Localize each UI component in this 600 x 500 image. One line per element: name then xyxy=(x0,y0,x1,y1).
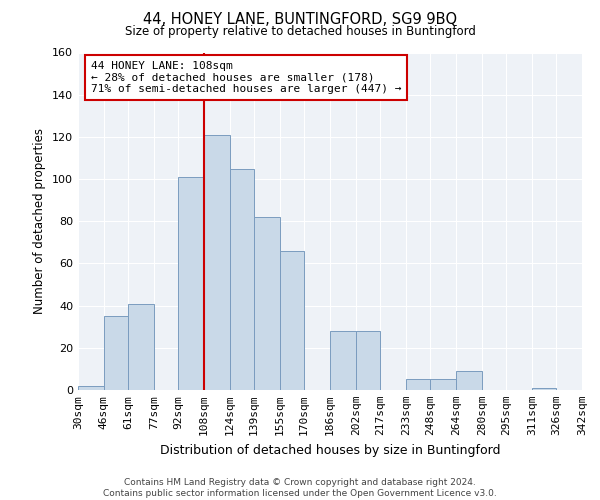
Bar xyxy=(128,304,154,390)
Bar xyxy=(178,177,204,390)
Text: 44, HONEY LANE, BUNTINGFORD, SG9 9BQ: 44, HONEY LANE, BUNTINGFORD, SG9 9BQ xyxy=(143,12,457,28)
Text: 44 HONEY LANE: 108sqm
← 28% of detached houses are smaller (178)
71% of semi-det: 44 HONEY LANE: 108sqm ← 28% of detached … xyxy=(91,61,401,94)
Bar xyxy=(254,217,280,390)
Text: Contains HM Land Registry data © Crown copyright and database right 2024.
Contai: Contains HM Land Registry data © Crown c… xyxy=(103,478,497,498)
Text: Size of property relative to detached houses in Buntingford: Size of property relative to detached ho… xyxy=(125,25,475,38)
Bar xyxy=(406,380,430,390)
Bar xyxy=(230,168,254,390)
Bar xyxy=(280,251,304,390)
Bar xyxy=(582,388,600,390)
Bar xyxy=(78,386,104,390)
Bar xyxy=(330,331,356,390)
Bar xyxy=(356,331,380,390)
Bar xyxy=(456,371,482,390)
X-axis label: Distribution of detached houses by size in Buntingford: Distribution of detached houses by size … xyxy=(160,444,500,456)
Bar xyxy=(532,388,556,390)
Bar xyxy=(104,316,128,390)
Bar xyxy=(430,380,456,390)
Bar xyxy=(204,135,230,390)
Y-axis label: Number of detached properties: Number of detached properties xyxy=(34,128,46,314)
